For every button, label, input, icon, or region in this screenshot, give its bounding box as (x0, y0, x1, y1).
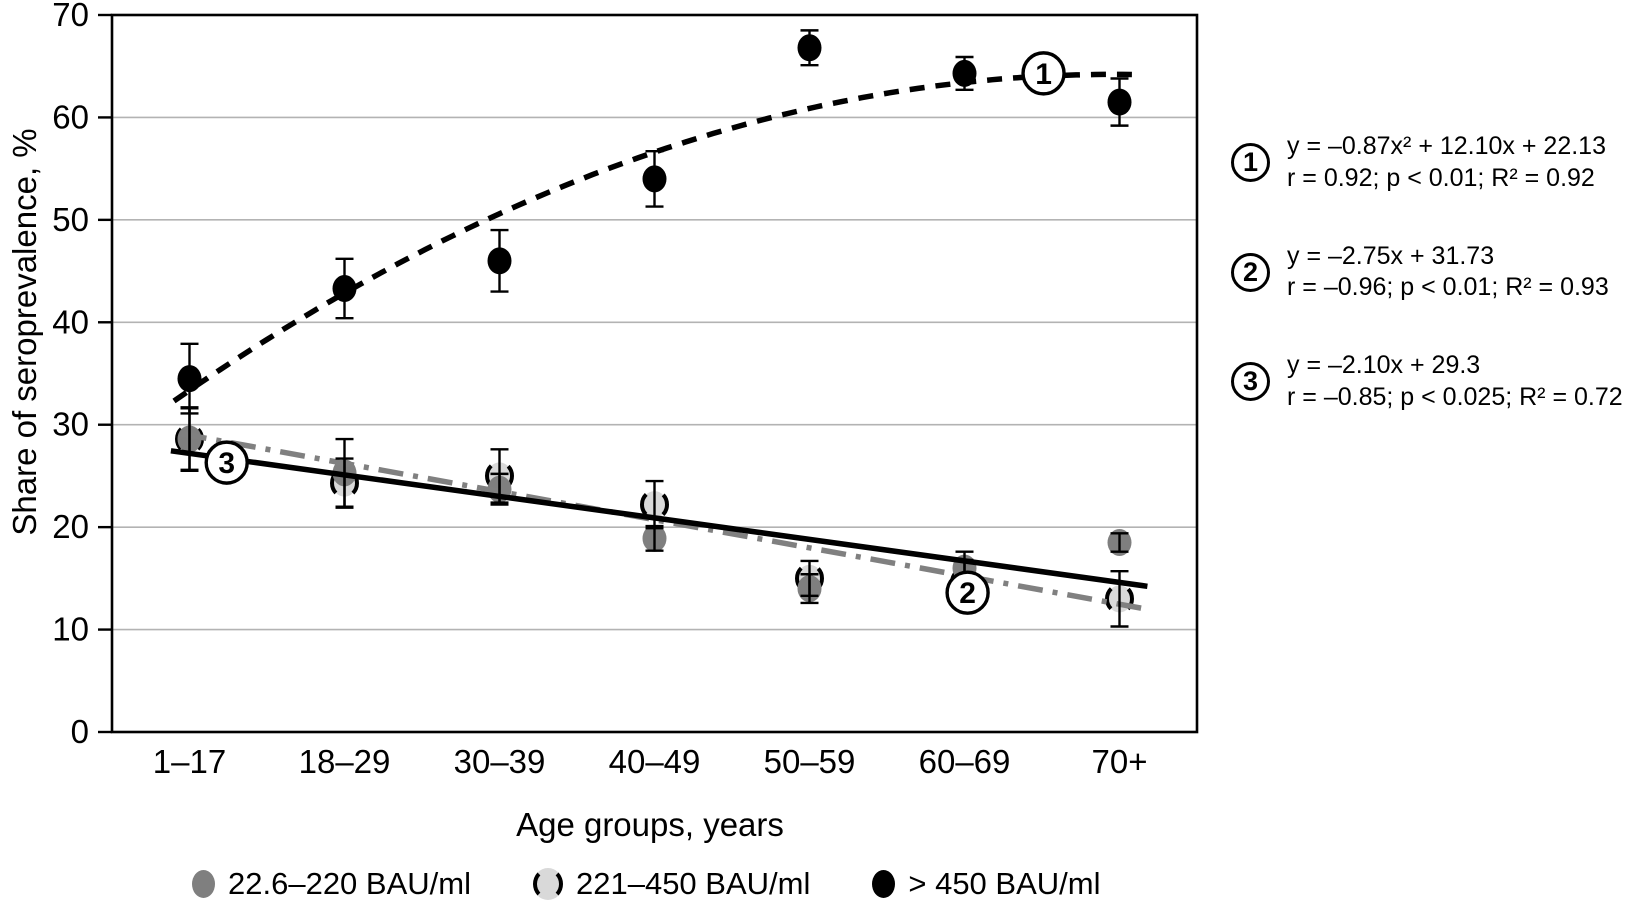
legend-item-221-450: 221–450 BAU/ml (532, 866, 811, 902)
gray-dot-icon (192, 870, 215, 898)
y-tick-label: 30 (52, 406, 89, 443)
y-tick-label: 20 (52, 508, 89, 545)
trend-line-3 (170, 448, 1148, 590)
y-tick-label: 50 (52, 201, 89, 238)
x-tick-label: 50–59 (764, 743, 856, 780)
equation-stats: r = –0.96; p < 0.01; R² = 0.93 (1287, 273, 1609, 302)
x-tick-label: 70+ (1092, 743, 1148, 780)
x-tick-label: 1–17 (153, 743, 226, 780)
x-tick-label: 30–39 (454, 743, 546, 780)
y-tick-label: 0 (71, 713, 89, 750)
equation-lines: y = –2.75x + 31.73 r = –0.96; p < 0.01; … (1287, 241, 1609, 305)
equations-panel: 1 y = –0.87x² + 12.10x + 22.13 r = 0.92;… (1231, 131, 1623, 414)
y-tick-label: 10 (52, 611, 89, 648)
legend-item-22-220: 22.6–220 BAU/ml (192, 866, 471, 902)
x-tick-label: 18–29 (299, 743, 391, 780)
circled-number-1: 1 (1231, 143, 1270, 183)
equation-stats: r = 0.92; p < 0.01; R² = 0.92 (1287, 163, 1595, 192)
y-tick-label: 60 (52, 98, 89, 135)
x-tick-label: 40–49 (609, 743, 701, 780)
circled-number-3: 3 (1231, 362, 1270, 402)
legend-label: 221–450 BAU/ml (575, 866, 811, 901)
data-point-light-arc (330, 467, 359, 499)
circled-number-2: 2 (1231, 252, 1270, 292)
open-dot-icon (532, 868, 563, 900)
legend-label: 22.6–220 BAU/ml (228, 866, 471, 901)
x-axis-title: Age groups, years (516, 806, 784, 843)
equation-stats: r = –0.85; p < 0.025; R² = 0.72 (1287, 382, 1623, 411)
equation-text: y = –2.75x + 31.73 (1287, 241, 1495, 270)
equation-lines: y = –2.10x + 29.3 r = –0.85; p < 0.025; … (1287, 350, 1623, 414)
trend-line-1 (172, 71, 1132, 404)
data-point-light-arc (485, 460, 514, 492)
equation-text: y = –2.10x + 29.3 (1287, 351, 1481, 379)
legend: 22.6–220 BAU/ml 221–450 BAU/ml > 450 BAU… (192, 866, 1100, 902)
trend-label-circle-2 (945, 570, 990, 615)
data-point-light-arc (1105, 583, 1134, 615)
x-tick-label: 60–69 (919, 743, 1011, 780)
legend-label: > 450 BAU/ml (908, 866, 1101, 901)
y-tick-label: 40 (52, 303, 89, 340)
black-dot-icon (872, 870, 896, 898)
data-point-light-arc (795, 562, 824, 594)
data-point-light-arc (640, 489, 669, 521)
trend-label-circle-3 (204, 440, 249, 485)
plot-frame (110, 13, 1199, 734)
legend-item-over-450: > 450 BAU/ml (872, 866, 1100, 902)
plot-area: 0 10 20 30 40 50 60 70 1–17 18–29 30–39 40–49 50–59 6… (52, 0, 1199, 780)
equation-lines: y = –0.87x² + 12.10x + 22.13 r = 0.92; p… (1287, 131, 1606, 195)
y-axis-title: Share of seroprevalence, % (6, 128, 43, 535)
equation-block-2: 2 y = –2.75x + 31.73 r = –0.96; p < 0.01… (1231, 241, 1623, 305)
trend-label-number-3: 3 (218, 447, 235, 480)
equation-block-3: 3 y = –2.10x + 29.3 r = –0.85; p < 0.025… (1231, 350, 1623, 414)
equation-text: y = –0.87x² + 12.10x + 22.13 (1287, 132, 1606, 160)
trend-label-circle-1 (1021, 51, 1066, 96)
equation-block-1: 1 y = –0.87x² + 12.10x + 22.13 r = 0.92;… (1231, 131, 1623, 195)
trend-label-number-1: 1 (1035, 58, 1052, 91)
trend-label-number-2: 2 (959, 577, 976, 610)
y-tick-label: 70 (52, 0, 89, 33)
